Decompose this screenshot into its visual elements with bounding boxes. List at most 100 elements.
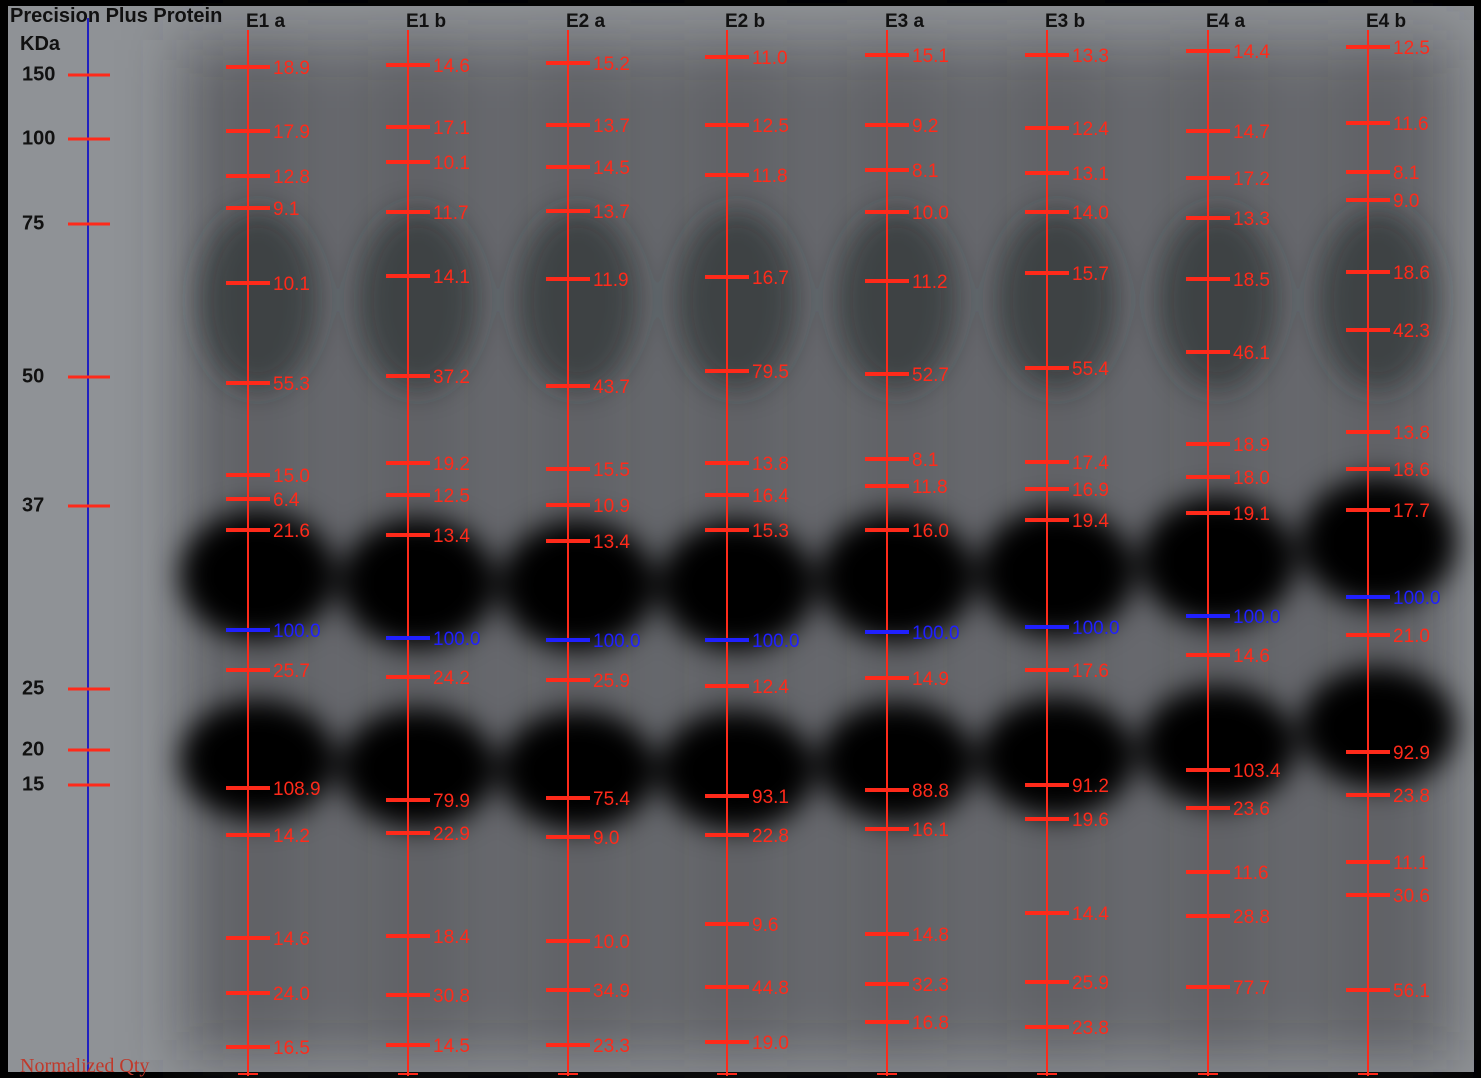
band-label: 100.0 xyxy=(912,623,960,644)
band-label: 19.4 xyxy=(1072,511,1109,532)
band-label: 17.2 xyxy=(1233,169,1270,190)
band-label: 8.1 xyxy=(1393,163,1419,184)
dark-band xyxy=(1140,686,1296,806)
band-label: 93.1 xyxy=(752,787,789,808)
band-label: 13.4 xyxy=(593,532,630,553)
band-label: 79.9 xyxy=(433,791,470,812)
band-label: 32.3 xyxy=(912,975,949,996)
band-label: 23.6 xyxy=(1233,799,1270,820)
band-label: 17.7 xyxy=(1393,501,1430,522)
band-label: 14.5 xyxy=(433,1036,470,1057)
band-label: 10.1 xyxy=(433,153,470,174)
band-label: 100.0 xyxy=(1233,607,1281,628)
band-label: 16.8 xyxy=(912,1013,949,1034)
ladder-label: 50 xyxy=(22,365,44,387)
band-label: 25.9 xyxy=(1072,973,1109,994)
band-label: 19.1 xyxy=(1233,504,1270,525)
ladder-label: 25 xyxy=(22,677,44,699)
band-label: 15.2 xyxy=(593,54,630,75)
band-label: 11.0 xyxy=(752,48,788,69)
ladder-label: 20 xyxy=(22,738,44,760)
band-label: 19.6 xyxy=(1072,810,1109,831)
band-label: 100.0 xyxy=(273,621,321,642)
band-label: 9.2 xyxy=(912,116,938,137)
band-label: 13.8 xyxy=(1393,423,1430,444)
band-label: 12.5 xyxy=(1393,38,1430,59)
band-label: 16.7 xyxy=(752,268,789,289)
band-label: 19.2 xyxy=(433,454,470,475)
band-label: 46.1 xyxy=(1233,343,1270,364)
ladder-label: 37 xyxy=(22,494,44,516)
band-label: 11.8 xyxy=(912,477,948,498)
ladder-label: 75 xyxy=(22,212,44,234)
band-label: 108.9 xyxy=(273,779,321,800)
band-label: 12.5 xyxy=(752,116,789,137)
band-label: 55.4 xyxy=(1072,359,1109,380)
band-label: 18.4 xyxy=(433,927,470,948)
lane-name: E2 b xyxy=(725,11,765,32)
band-label: 19.0 xyxy=(752,1033,789,1054)
dark-band xyxy=(819,702,975,822)
band-label: 18.9 xyxy=(1233,435,1270,456)
band-label: 9.0 xyxy=(1393,191,1419,212)
band-label: 11.6 xyxy=(1233,863,1269,884)
band-label: 18.6 xyxy=(1393,460,1430,481)
band-label: 12.8 xyxy=(273,167,310,188)
band-label: 16.0 xyxy=(912,521,949,542)
band-label: 8.1 xyxy=(912,450,938,471)
band-label: 24.0 xyxy=(273,984,310,1005)
band-label: 30.8 xyxy=(433,986,470,1007)
band-label: 14.8 xyxy=(912,925,949,946)
band-label: 11.1 xyxy=(1393,853,1429,874)
band-label: 11.6 xyxy=(1393,114,1429,135)
lane-name: E3 b xyxy=(1045,11,1085,32)
band-label: 56.1 xyxy=(1393,981,1430,1002)
band-label: 16.5 xyxy=(273,1038,310,1059)
band-label: 103.4 xyxy=(1233,761,1281,782)
band-label: 14.6 xyxy=(1233,646,1270,667)
lane-name: E2 a xyxy=(566,11,606,32)
band-label: 14.6 xyxy=(433,56,470,77)
dark-band xyxy=(979,697,1135,817)
band-label: 12.5 xyxy=(433,486,470,507)
ladder-label: 150 xyxy=(22,63,55,85)
band-label: 24.2 xyxy=(433,668,470,689)
band-label: 52.7 xyxy=(912,365,949,386)
band-label: 11.8 xyxy=(752,166,788,187)
band-label: 15.0 xyxy=(273,466,310,487)
band-label: 22.9 xyxy=(433,824,470,845)
band-label: 13.4 xyxy=(433,526,470,547)
lane-name: E1 b xyxy=(406,11,446,32)
band-label: 16.9 xyxy=(1072,480,1109,501)
band-label: 55.3 xyxy=(273,374,310,395)
band-label: 23.8 xyxy=(1393,786,1430,807)
band-label: 79.5 xyxy=(752,362,789,383)
lane-name: E4 a xyxy=(1206,11,1246,32)
band-label: 14.7 xyxy=(1233,122,1270,143)
band-label: 15.7 xyxy=(1072,264,1109,285)
band-label: 14.6 xyxy=(273,929,310,950)
band-label: 13.3 xyxy=(1072,46,1109,67)
band-label: 77.7 xyxy=(1233,978,1270,999)
band-label: 100.0 xyxy=(1393,588,1441,609)
band-label: 6.4 xyxy=(273,490,300,511)
band-label: 10.0 xyxy=(593,932,630,953)
unit-label: KDa xyxy=(20,33,61,55)
band-label: 34.9 xyxy=(593,981,630,1002)
dark-band xyxy=(659,710,815,830)
band-label: 10.1 xyxy=(273,274,310,295)
ladder-label: 15 xyxy=(22,773,44,795)
ladder-label: 100 xyxy=(22,127,55,149)
band-label: 15.3 xyxy=(752,521,789,542)
band-label: 42.3 xyxy=(1393,321,1430,342)
band-label: 25.9 xyxy=(593,671,630,692)
band-label: 8.1 xyxy=(912,161,938,182)
band-label: 18.5 xyxy=(1233,270,1270,291)
band-label: 14.4 xyxy=(1233,42,1270,63)
lane-name: E3 a xyxy=(885,11,925,32)
band-label: 16.1 xyxy=(912,820,949,841)
band-label: 23.8 xyxy=(1072,1018,1109,1039)
band-label: 25.7 xyxy=(273,661,310,682)
band-label: 13.7 xyxy=(593,116,630,137)
band-label: 12.4 xyxy=(752,677,789,698)
